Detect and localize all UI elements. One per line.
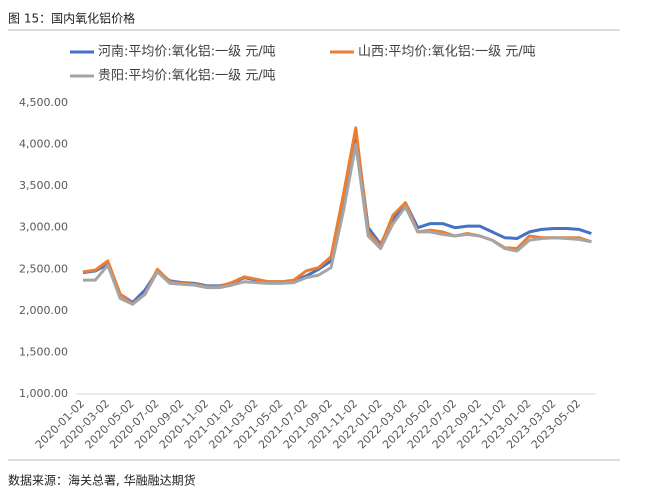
legend-label: 贵阳:平均价:氧化铝:一级 元/吨 — [98, 69, 276, 84]
series-line — [82, 126, 592, 306]
legend-label: 山西:平均价:氧化铝:一级 元/吨 — [358, 45, 536, 60]
y-tick-label: 3,500.00 — [19, 179, 68, 192]
series-line — [83, 143, 592, 306]
y-tick-label: 1,000.00 — [19, 387, 68, 400]
y-tick-label: 2,000.00 — [19, 304, 68, 317]
y-tick-label: 4,500.00 — [19, 96, 68, 109]
page-title: 图 15：国内氧化铝价格 — [8, 11, 135, 26]
source: 数据来源：海关总署, 华融融达期货 — [8, 473, 196, 488]
series-line — [82, 130, 592, 304]
legend-label: 河南:平均价:氧化铝:一级 元/吨 — [98, 44, 276, 60]
y-tick-label: 4,000.00 — [19, 138, 68, 151]
y-tick-label: 3,000.00 — [19, 221, 68, 234]
y-tick-label: 2,500.00 — [19, 262, 68, 275]
y-tick-label: 1,500.00 — [19, 345, 68, 358]
